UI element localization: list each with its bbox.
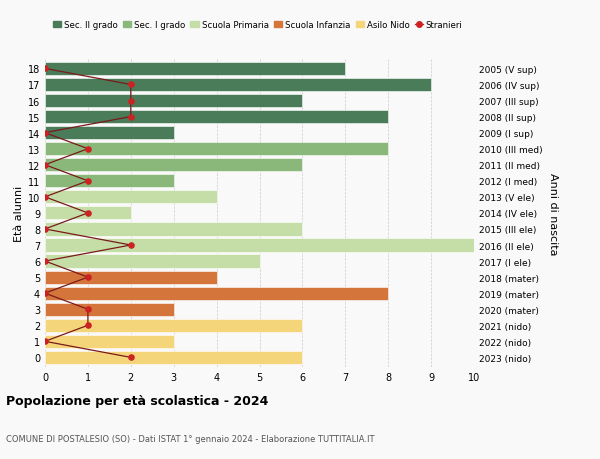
Bar [45, 239, 474, 252]
Bar [45, 319, 302, 332]
Point [40, 338, 50, 345]
Bar [45, 303, 174, 316]
Point [40, 258, 50, 265]
Bar [45, 79, 431, 92]
Y-axis label: Anni di nascita: Anni di nascita [548, 172, 558, 255]
Bar [45, 63, 346, 76]
Point [83, 306, 93, 313]
Bar [45, 159, 302, 172]
Point [126, 114, 136, 121]
Bar [45, 95, 302, 108]
Bar [45, 335, 174, 348]
Text: COMUNE DI POSTALESIO (SO) - Dati ISTAT 1° gennaio 2024 - Elaborazione TUTTITALIA: COMUNE DI POSTALESIO (SO) - Dati ISTAT 1… [6, 434, 374, 442]
Point [40, 130, 50, 137]
Bar [45, 223, 302, 236]
Point [40, 290, 50, 297]
Bar [45, 287, 388, 300]
Bar [45, 207, 131, 220]
Point [83, 146, 93, 153]
Point [40, 162, 50, 169]
Bar [45, 143, 388, 156]
Y-axis label: Età alunni: Età alunni [14, 185, 23, 241]
Bar [45, 111, 388, 124]
Point [126, 242, 136, 249]
Point [126, 82, 136, 89]
Bar [45, 351, 302, 364]
Point [40, 226, 50, 233]
Point [83, 322, 93, 329]
Point [40, 66, 50, 73]
Bar [45, 255, 260, 268]
Text: Popolazione per età scolastica - 2024: Popolazione per età scolastica - 2024 [6, 394, 268, 407]
Point [126, 98, 136, 105]
Point [83, 210, 93, 217]
Point [126, 354, 136, 361]
Bar [45, 271, 217, 284]
Point [83, 274, 93, 281]
Point [83, 178, 93, 185]
Point [40, 194, 50, 201]
Bar [45, 175, 174, 188]
Bar [45, 191, 217, 204]
Bar [45, 127, 174, 140]
Legend: Sec. II grado, Sec. I grado, Scuola Primaria, Scuola Infanzia, Asilo Nido, Stran: Sec. II grado, Sec. I grado, Scuola Prim… [49, 18, 466, 34]
